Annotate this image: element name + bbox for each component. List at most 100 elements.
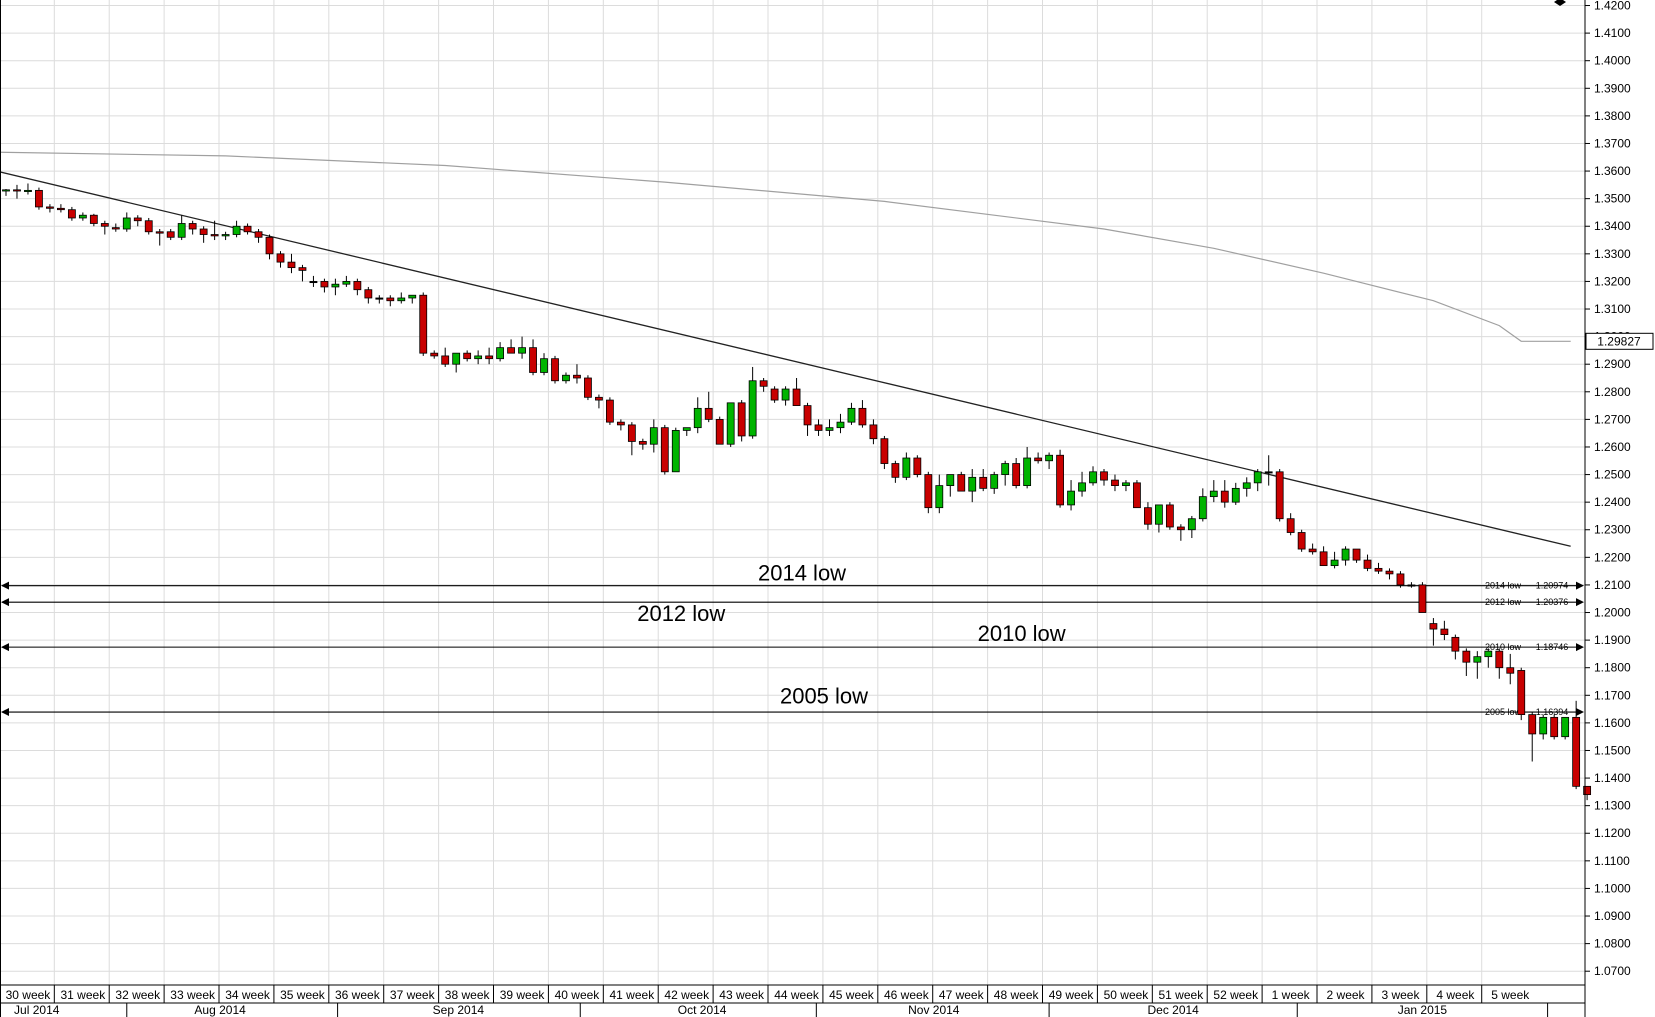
y-tick-label: 1.2800 (1594, 385, 1631, 399)
candle-body (144, 220, 153, 233)
y-tick-label: 1.3900 (1594, 81, 1631, 95)
week-label: 37 week (390, 988, 436, 1002)
candle-body (1264, 471, 1273, 474)
candle-body (1429, 623, 1438, 630)
candle-body (1034, 457, 1043, 462)
week-label: 43 week (719, 988, 765, 1002)
level-small-value: 1.20974 (1536, 581, 1569, 591)
level-small-label: 2010 low (1485, 642, 1522, 652)
level-label: 2014 low (758, 561, 846, 586)
candle-body (485, 355, 494, 360)
candle-body (1484, 650, 1493, 658)
candle-body (89, 214, 98, 224)
candle-body (364, 289, 373, 299)
candle-body (441, 355, 450, 365)
candle-body (1275, 471, 1284, 520)
y-tick-label: 1.1800 (1594, 661, 1631, 675)
candle-body (1155, 504, 1163, 525)
candle-body (935, 485, 944, 509)
candle-body (331, 283, 340, 288)
candle-body (320, 281, 329, 288)
y-tick-label: 1.0900 (1594, 909, 1631, 923)
candle-body (298, 267, 307, 271)
level-label: 2012 low (637, 601, 725, 626)
week-label: 31 week (61, 988, 107, 1002)
candle-body (946, 474, 955, 487)
y-tick-label: 1.2200 (1594, 550, 1631, 564)
candle-body (847, 407, 856, 423)
candle-body (408, 294, 417, 299)
candle-body (1561, 716, 1570, 738)
candle-body (1045, 454, 1053, 462)
level-small-label: 2014 low (1485, 581, 1522, 591)
candle-body (748, 380, 757, 437)
candle-body (704, 407, 713, 420)
current-price-tag: 1.29827 (1554, 0, 1654, 350)
y-tick-label: 1.0700 (1594, 964, 1631, 978)
candle-body (111, 227, 120, 230)
candle-body (573, 374, 581, 379)
week-label: 47 week (939, 988, 985, 1002)
candle-body (792, 388, 801, 406)
candle-body (419, 294, 428, 354)
candle-body (122, 217, 131, 230)
candle-body (979, 476, 988, 489)
candle-body (386, 297, 395, 302)
candle-body (100, 223, 109, 227)
week-label: 36 week (335, 988, 381, 1002)
week-label: 41 week (610, 988, 656, 1002)
current-price-box (1585, 332, 1654, 350)
candle-body (638, 441, 647, 445)
level-arrow-left (1, 643, 9, 652)
level-small-value: 1.18746 (1536, 642, 1569, 652)
candle-body (968, 476, 977, 492)
moving-average (0, 151, 1571, 342)
y-tick-label: 1.4100 (1594, 26, 1631, 40)
candle-body (155, 231, 164, 234)
y-tick-label: 1.3600 (1594, 164, 1631, 178)
candle-body (562, 374, 570, 382)
candle-body (57, 207, 65, 211)
candle-body (825, 427, 834, 431)
y-axis: 1.4200 1.4100 1.4000 1.3900 1.3800 1.3700 1.36… (1584, 0, 1631, 1017)
candle-body (781, 388, 790, 401)
candle-body (1462, 650, 1471, 663)
candle-body (682, 427, 691, 431)
candle-body (660, 427, 669, 473)
candle-body (24, 189, 32, 192)
month-label: Sep 2014 (433, 1003, 485, 1017)
candle-body (1220, 490, 1229, 503)
level-small-value: 1.20376 (1536, 597, 1569, 607)
week-label: 2 week (1327, 988, 1366, 1002)
moving-average-line (0, 151, 1571, 342)
y-tick-label: 1.1600 (1594, 716, 1631, 730)
week-label: 51 week (1159, 988, 1205, 1002)
candle-body (529, 347, 537, 373)
week-label: 3 week (1381, 988, 1420, 1002)
candle-body (1440, 628, 1449, 635)
y-tick-label: 1.2300 (1594, 523, 1631, 537)
candle-body (858, 407, 867, 426)
candle-body (836, 421, 845, 429)
y-tick-label: 1.2400 (1594, 495, 1631, 509)
week-label: 46 week (884, 988, 930, 1002)
candle-body (1231, 487, 1240, 503)
candle-body (67, 209, 76, 219)
candles (2, 183, 1592, 801)
candle-body (540, 358, 548, 373)
current-price-label: 1.29827 (1597, 334, 1641, 348)
candle-body (957, 474, 966, 492)
candle-body (1023, 457, 1032, 487)
candle-body (737, 402, 746, 437)
candle-body (1286, 518, 1295, 533)
candle-body (1495, 650, 1504, 669)
candle-body (1253, 471, 1262, 484)
candle-body (1418, 584, 1427, 613)
candle-body (1583, 785, 1592, 796)
candle-body (1528, 714, 1537, 735)
candle-body (1572, 716, 1581, 787)
level-arrow-left (1, 708, 9, 717)
candle-body (1111, 479, 1119, 487)
candle-body (353, 281, 362, 291)
